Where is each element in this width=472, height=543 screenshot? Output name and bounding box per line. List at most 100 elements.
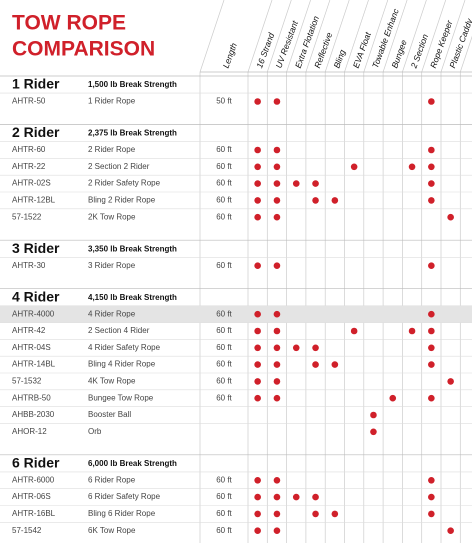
feature-dot: [447, 213, 454, 221]
description: 4 Rider Rope: [88, 309, 136, 318]
feature-dot: [428, 146, 435, 154]
part-number: 57-1522: [12, 212, 42, 221]
part-number: 57-1542: [12, 526, 42, 535]
feature-dot: [331, 197, 339, 204]
column-header: 2 Section: [408, 32, 430, 70]
group-title: 3 Rider: [12, 240, 60, 256]
length: 60 ft: [216, 492, 232, 501]
length: 60 ft: [216, 526, 232, 535]
feature-dot: [254, 510, 261, 518]
description: 6K Tow Rope: [88, 526, 136, 535]
feature-dot: [428, 163, 435, 171]
feature-dot: [254, 197, 261, 204]
column-header: Length: [221, 41, 239, 69]
part-number: AHOR-12: [12, 427, 47, 436]
feature-dot: [254, 310, 261, 318]
feature-dot: [312, 510, 319, 518]
feature-dot: [428, 361, 435, 368]
part-number: AHTRB-50: [12, 393, 51, 402]
feature-dot: [350, 163, 358, 171]
description: Bling 2 Rider Rope: [88, 196, 156, 205]
feature-dot: [428, 98, 435, 105]
part-number: AHTR-4000: [12, 309, 55, 318]
feature-dot: [428, 477, 435, 484]
part-number: AHTR-6000: [12, 475, 55, 484]
feature-dot: [273, 394, 281, 402]
group-title: 6 Rider: [12, 455, 60, 471]
description: 2 Section 4 Rider: [88, 326, 150, 335]
feature-dot: [312, 180, 319, 187]
group-title: 4 Rider: [12, 288, 60, 304]
feature-dot: [447, 378, 454, 385]
feature-dot: [273, 213, 281, 221]
header-rule: [324, 0, 350, 73]
length: 60 ft: [216, 145, 232, 154]
description: 2 Rider Safety Rope: [88, 179, 161, 188]
feature-dot: [370, 411, 377, 419]
header-rule: [344, 0, 369, 73]
group-strength: 2,375 lb Break Strength: [88, 129, 177, 138]
length: 60 ft: [216, 309, 232, 318]
part-number: AHTR-16BL: [12, 509, 56, 518]
row-highlight: [0, 305, 472, 323]
group-strength: 3,350 lb Break Strength: [88, 244, 177, 253]
part-number: AHBB-2030: [12, 410, 55, 419]
description: 3 Rider Rope: [88, 261, 136, 270]
header-rule: [363, 0, 389, 73]
description: 6 Rider Safety Rope: [88, 492, 161, 501]
column-header: Bungee: [389, 38, 409, 69]
feature-dot: [273, 344, 281, 352]
feature-dot: [254, 327, 261, 335]
feature-dot: [428, 327, 435, 335]
group-strength: 1,500 lb Break Strength: [88, 80, 177, 89]
feature-dot: [254, 394, 261, 402]
feature-dot: [292, 493, 300, 501]
feature-dot: [292, 180, 300, 187]
feature-dot: [254, 180, 261, 187]
part-number: AHTR-14BL: [12, 360, 56, 369]
description: Bling 6 Rider Rope: [88, 509, 156, 518]
part-number: 57-1532: [12, 377, 42, 386]
column-header: 16 Strand: [254, 31, 276, 69]
title-line: TOW ROPE: [12, 12, 126, 35]
length: 60 ft: [216, 343, 232, 352]
feature-dot: [312, 344, 319, 352]
feature-dot: [273, 98, 281, 105]
part-number: AHTR-12BL: [12, 196, 56, 205]
feature-dot: [273, 163, 281, 171]
feature-dot: [273, 262, 281, 270]
feature-dot: [254, 344, 261, 352]
length: 60 ft: [216, 475, 232, 484]
description: 2 Rider Rope: [88, 145, 136, 154]
header-rule: [199, 0, 225, 73]
description: Bling 4 Rider Rope: [88, 360, 156, 369]
feature-dot: [273, 180, 281, 187]
feature-dot: [254, 378, 261, 385]
feature-dot: [273, 527, 281, 534]
feature-dot: [331, 510, 339, 518]
length: 60 ft: [216, 360, 232, 369]
feature-dot: [428, 262, 435, 270]
header-rule: [440, 0, 466, 73]
feature-dot: [292, 344, 300, 352]
part-number: AHTR-42: [12, 326, 46, 335]
feature-dot: [350, 327, 358, 335]
header-rule: [247, 0, 273, 73]
length: 60 ft: [216, 377, 232, 386]
column-header: Reflective: [312, 31, 334, 70]
feature-dot: [254, 163, 261, 171]
header-rule: [286, 0, 311, 73]
column-header: Bling: [331, 48, 347, 69]
length: 60 ft: [216, 196, 232, 205]
length: 60 ft: [216, 212, 232, 221]
feature-dot: [254, 477, 261, 484]
header-rule: [382, 0, 408, 73]
length: 60 ft: [216, 179, 232, 188]
group-strength: 4,150 lb Break Strength: [88, 293, 177, 302]
feature-dot: [428, 394, 435, 402]
header-rule: [266, 0, 292, 73]
feature-dot: [428, 180, 435, 187]
length: 60 ft: [216, 509, 232, 518]
part-number: AHTR-60: [12, 145, 46, 154]
